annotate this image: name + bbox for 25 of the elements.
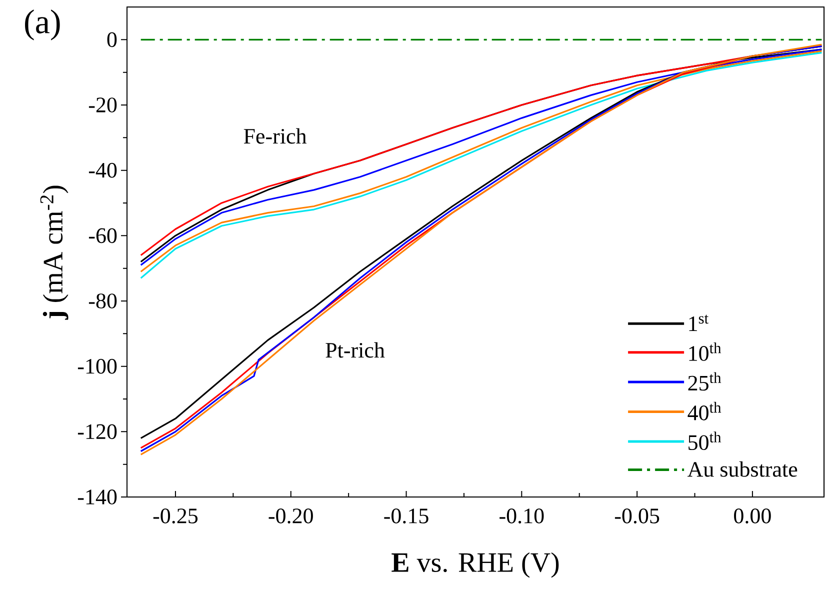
y-tick-label: -20	[88, 98, 117, 112]
x-tick-label: -0.05	[614, 508, 660, 524]
y-tick-label: -100	[78, 358, 117, 374]
legend-label: 50$^{th}$	[688, 432, 722, 450]
y-axis-title: j (mA cm$^{-2}$)	[40, 186, 68, 320]
y-tick-label: -140	[78, 490, 117, 504]
x-tick-label: -0.10	[500, 508, 544, 524]
y-tick-label: -40	[88, 162, 117, 178]
legend-label: 40$^{th}$	[688, 402, 722, 420]
legend-label: 10$^{th}$	[689, 342, 722, 361]
x-tick-label: 0.00	[734, 508, 771, 524]
annotation: Fe-rich	[244, 128, 306, 144]
legend-label: 1$^{st}$	[689, 314, 708, 331]
x-tick-label: -0.25	[153, 508, 198, 524]
y-tick-label: -120	[78, 424, 117, 440]
annotation: Pt-rich	[326, 342, 385, 358]
x-tick-label: -0.20	[268, 508, 313, 524]
x-tick-label: -0.15	[384, 508, 428, 524]
legend-label: Au substrate	[688, 461, 798, 477]
y-tick-label: 0	[107, 32, 117, 48]
y-tick-label: -60	[88, 228, 117, 244]
text: (a)	[25, 10, 60, 40]
legend-label: 25$^{th}$	[688, 372, 722, 391]
y-tick-label: -80	[88, 294, 117, 308]
x-axis-title: E vs. RHE (V)	[392, 552, 559, 578]
